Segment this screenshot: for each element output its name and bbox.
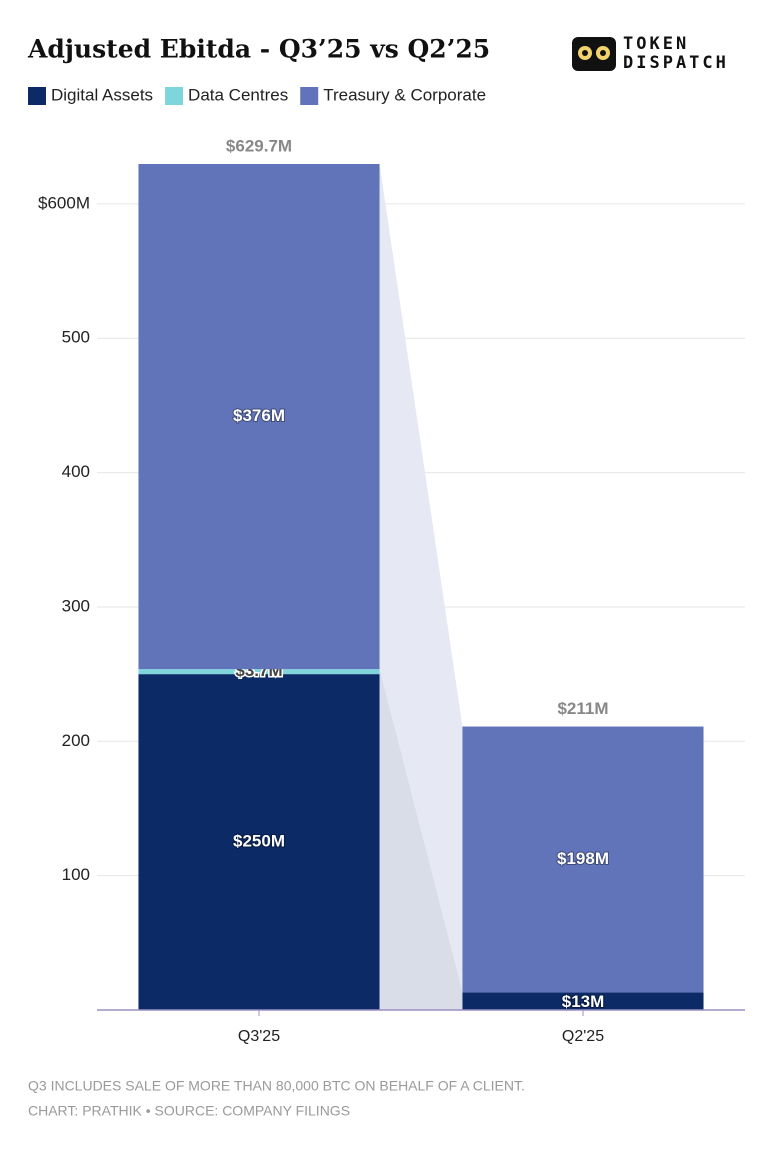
footnote: CHART: PRATHIK • SOURCE: COMPANY FILINGS (28, 1103, 350, 1119)
logo-pupil (582, 50, 588, 56)
y-tick-label: 400 (62, 462, 90, 481)
legend-swatch (165, 87, 184, 105)
bar-segment (462, 726, 704, 993)
brand-line: TOKEN (623, 34, 689, 54)
footnote: Q3 INCLUDES SALE OF MORE THAN 80,000 BTC… (28, 1078, 525, 1094)
chart-title: Adjusted Ebitda - Q3’25 vs Q2’25 (27, 35, 490, 64)
data-label: $376M (233, 406, 285, 425)
legend-swatch (28, 87, 46, 105)
total-label: $629.7M (226, 136, 292, 155)
y-tick-label: 500 (62, 328, 90, 347)
legend-label: Data Centres (188, 85, 288, 104)
logo-icon (572, 37, 616, 71)
legend-swatch (300, 87, 319, 105)
connector (379, 669, 463, 1010)
y-tick-label: 200 (62, 731, 90, 750)
data-label: $198M (557, 849, 609, 868)
logo: TOKEN DISPATCH (572, 34, 729, 73)
bar-segment (462, 992, 704, 1010)
bar-segment (138, 163, 380, 670)
brand-line: DISPATCH (623, 53, 729, 73)
data-label: $250M (233, 832, 285, 851)
data-label: $13M (562, 992, 605, 1011)
total-label: $211M (557, 699, 608, 718)
legend-label: Digital Assets (51, 85, 153, 104)
legend-label: Treasury & Corporate (323, 85, 486, 104)
y-tick-label: 100 (62, 865, 90, 884)
x-tick-label: Q3'25 (238, 1028, 280, 1045)
x-tick-label: Q2'25 (562, 1028, 604, 1045)
y-tick-label: $600M (38, 193, 90, 212)
logo-pupil (600, 50, 606, 56)
y-tick-label: 300 (62, 596, 90, 615)
bar-segment (138, 669, 380, 675)
bar-segment (138, 674, 380, 1010)
